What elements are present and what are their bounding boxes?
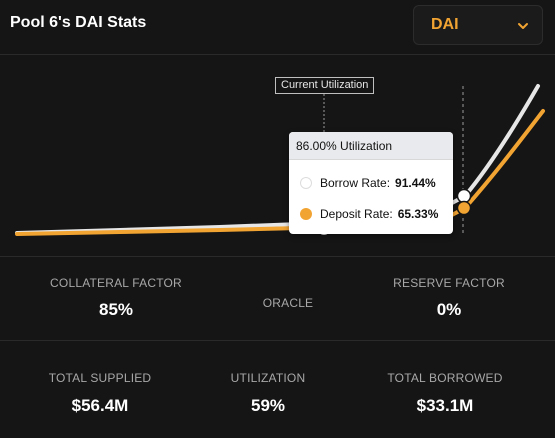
interest-rate-chart[interactable]: Current Utilization 86.00% Utilization B…: [0, 56, 555, 256]
total-borrowed-value: $33.1M: [416, 396, 474, 415]
utilization-label: UTILIZATION: [230, 371, 306, 385]
deposit-rate-label: Deposit Rate:: [320, 207, 393, 221]
chevron-down-icon: [518, 23, 528, 29]
asset-select-value: DAI: [431, 16, 459, 33]
total-supplied-value: $56.4M: [71, 396, 129, 415]
utilization-value: 59%: [250, 396, 286, 415]
header: Pool 6's DAI Stats DAI: [0, 0, 555, 55]
borrow-rate-label: Borrow Rate:: [320, 176, 391, 190]
deposit-rate-line: [15, 109, 545, 236]
deposit-rate-value: 65.33%: [397, 207, 439, 221]
borrow-rate-value: 91.44%: [395, 176, 436, 190]
rate-tooltip: 86.00% Utilization Borrow Rate: 91.44% De…: [289, 132, 453, 234]
tooltip-deposit-row: Deposit Rate: 65.33%: [300, 206, 438, 222]
collateral-factor-value: 85%: [98, 300, 134, 319]
divider: [0, 340, 555, 341]
tooltip-borrow-row: Borrow Rate: 91.44%: [300, 175, 436, 191]
tooltip-title: 86.00% Utilization: [289, 132, 453, 160]
borrow-rate-point: [456, 188, 472, 204]
reserve-factor-label: RESERVE FACTOR: [393, 276, 505, 290]
divider: [0, 256, 555, 257]
deposit-dot-icon: [300, 208, 312, 220]
deposit-rate-point: [456, 200, 472, 216]
current-utilization-label: Current Utilization: [275, 77, 375, 94]
asset-select[interactable]: DAI: [413, 5, 543, 45]
oracle-label: ORACLE: [262, 296, 314, 310]
collateral-factor-label: COLLATERAL FACTOR: [50, 276, 182, 290]
total-supplied-label: TOTAL SUPPLIED: [48, 371, 152, 385]
total-borrowed-label: TOTAL BORROWED: [387, 371, 503, 385]
borrow-dot-icon: [300, 177, 312, 189]
reserve-factor-value: 0%: [436, 300, 462, 319]
page-title: Pool 6's DAI Stats: [10, 14, 147, 31]
